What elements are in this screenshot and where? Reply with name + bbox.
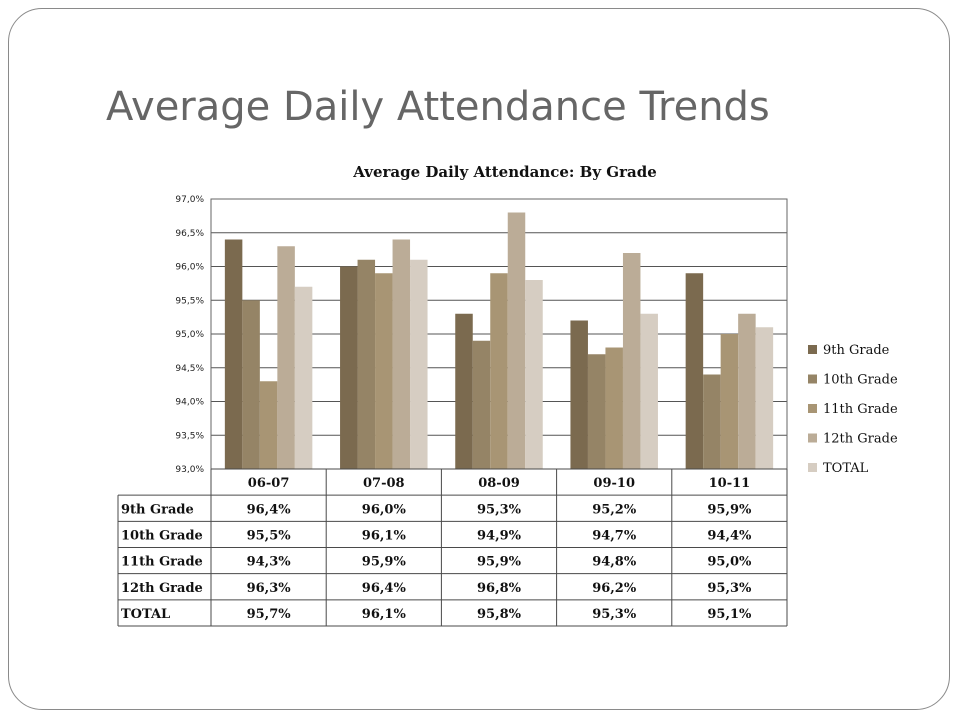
legend-swatch [808,463,817,472]
table-cell: 96,8% [477,581,522,596]
legend-label: TOTAL [823,461,869,476]
table-cell: 96,4% [362,581,407,596]
table-cell: 95,5% [247,528,292,543]
table-cell: 95,9% [477,555,522,570]
table-cell: 95,1% [707,607,752,622]
y-tick-label: 93,0% [175,465,204,475]
table-row-label: 11th Grade [121,555,203,570]
bar-9th-grade-06-07 [224,239,243,469]
x-category-label: 06-07 [248,476,290,491]
bar-11th-grade-06-07 [259,381,278,469]
table-cell: 94,9% [477,528,522,543]
legend-label: 10th Grade [823,373,898,388]
bar-12th-grade-06-07 [277,246,295,469]
bar-layer [224,212,774,469]
legend: 9th Grade 10th Grade 11th Grade 12th Grade T… [808,343,898,476]
bar-total-06-07 [294,286,313,469]
y-tick-label: 95,0% [175,330,204,340]
table-cell: 95,9% [362,555,407,570]
table-cell: 94,8% [592,555,637,570]
y-tick-label: 96,0% [175,263,204,273]
table-cell: 96,4% [247,502,292,517]
y-tick-label: 93,5% [175,431,204,441]
table-cell: 95,9% [707,502,752,517]
bar-total-09-10 [640,313,658,469]
bar-11th-grade-07-08 [375,273,393,469]
x-category-label: 10-11 [709,476,751,491]
table-row-label: 10th Grade [121,528,203,543]
table-cell: 96,1% [362,607,407,622]
bar-12th-grade-10-11 [738,313,756,469]
bar-11th-grade-08-09 [490,273,508,469]
table-row-label: 9th Grade [121,502,194,517]
x-category-label: 09-10 [593,476,635,491]
bar-9th-grade-07-08 [340,266,358,469]
table-cell: 95,0% [707,555,752,570]
table-cell: 95,3% [592,607,637,622]
bar-10th-grade-06-07 [242,300,260,469]
y-tick-label: 97,0% [175,195,204,205]
bar-12th-grade-09-10 [622,253,641,469]
legend-swatch [808,345,817,354]
bar-12th-grade-07-08 [392,239,411,469]
bar-10th-grade-10-11 [703,374,721,469]
table-cell: 95,3% [477,502,522,517]
legend-swatch [808,404,817,413]
bar-10th-grade-09-10 [587,354,606,469]
y-tick-label: 95,5% [175,296,204,306]
axis-layer: 93,0% 93,5% 94,0% 94,5% 95,0% 95,5% 96,0% 96,5%… [175,195,204,475]
table-cell: 94,3% [247,555,292,570]
bar-12th-grade-08-09 [507,212,526,469]
y-tick-label: 94,0% [175,398,204,408]
bar-total-07-08 [410,259,428,469]
bar-total-08-09 [525,280,543,469]
bar-9th-grade-10-11 [685,273,704,469]
legend-label: 9th Grade [823,343,890,358]
chart-title: Average Daily Attendance: By Grade [352,163,657,181]
table-cell: 96,0% [362,502,407,517]
table-cell: 95,8% [477,607,522,622]
table-cell: 94,7% [592,528,637,543]
bar-11th-grade-09-10 [605,347,623,469]
table-cell: 94,4% [707,528,752,543]
x-category-label: 08-09 [478,476,520,491]
table-cell: 96,2% [592,581,637,596]
slide-title: Average Daily Attendance Trends [106,84,770,130]
bar-10th-grade-08-09 [472,340,491,469]
table-cell: 96,3% [247,581,292,596]
table-cell: 96,1% [362,528,407,543]
bar-11th-grade-10-11 [720,334,739,469]
table-row-label: TOTAL [121,607,170,622]
legend-swatch [808,433,817,443]
table-cell: 95,7% [247,607,292,622]
data-table: 06-07 07-08 08-09 09-10 10-11 9th Grade 96,4% 9… [117,468,788,627]
table-row-label: 12th Grade [121,581,203,596]
legend-label: 12th Grade [823,432,898,447]
bar-total-10-11 [755,327,774,469]
table-cell: 95,3% [707,581,752,596]
table-cell: 95,2% [592,502,637,517]
bar-10th-grade-07-08 [357,259,376,469]
y-tick-label: 94,5% [175,364,204,374]
y-tick-label: 96,5% [175,229,204,239]
bar-9th-grade-08-09 [455,313,473,469]
bar-9th-grade-09-10 [570,320,588,469]
x-category-label: 07-08 [363,476,405,491]
legend-label: 11th Grade [823,402,898,417]
legend-swatch [808,374,817,384]
